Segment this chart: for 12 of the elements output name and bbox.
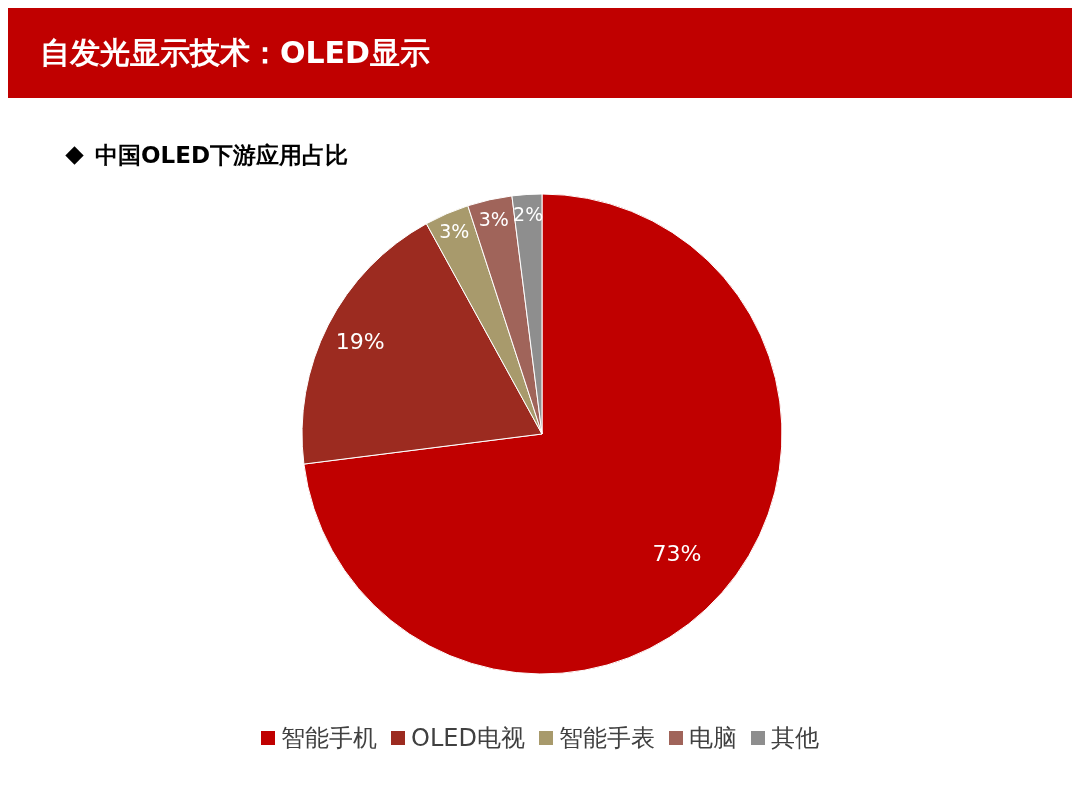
legend-label: 电脑 [687, 723, 737, 754]
chart-subtitle: 中国OLED下游应用占比 [95, 141, 349, 170]
data-label: 3% [478, 207, 509, 230]
chart-title: 自发光显示技术：OLED显示 [40, 33, 431, 72]
data-label: 73% [652, 540, 702, 566]
data-label: 3% [439, 220, 470, 243]
legend-label: OLED电视 [410, 723, 525, 754]
pie-slice [303, 193, 783, 675]
legend-label: 智能手机 [280, 723, 378, 754]
legend-label: 智能手表 [557, 723, 655, 754]
legend-label: 其他 [769, 723, 819, 754]
data-label: 19% [335, 328, 385, 354]
